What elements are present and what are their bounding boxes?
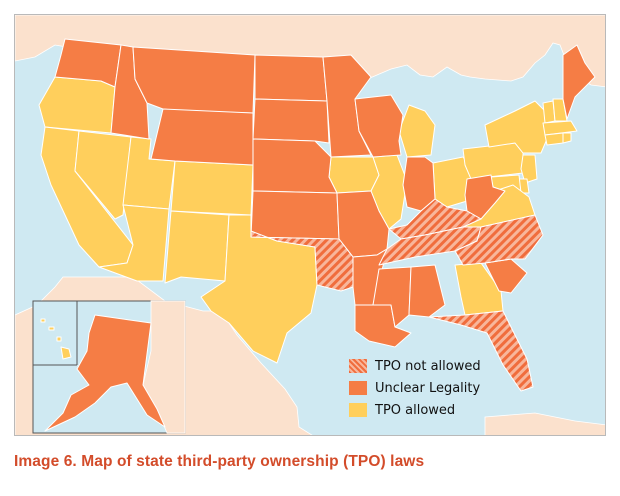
legend-label: TPO allowed	[375, 402, 456, 418]
state-iowa	[328, 156, 380, 194]
legend-item-tpo-allowed: TPO allowed	[349, 401, 545, 419]
state-nevada	[74, 130, 132, 220]
state-maine	[562, 44, 596, 120]
state-florida	[428, 310, 534, 392]
states-unclear-legality	[54, 38, 596, 348]
state-kansas	[250, 190, 340, 240]
legend-swatch-allowed	[349, 403, 367, 417]
figure-caption: Image 6. Map of state third-party owners…	[14, 453, 425, 470]
states-tpo-allowed	[38, 76, 578, 364]
legend-item-tpo-not-allowed: TPO not allowed	[349, 357, 545, 375]
us-states-map	[15, 15, 605, 435]
cuba-land	[484, 412, 605, 435]
inset-box	[32, 300, 186, 434]
states-tpo-not-allowed	[250, 198, 544, 392]
map-frame: TPO not allowed Unclear Legality TPO all…	[14, 14, 606, 436]
legend-item-unclear-legality: Unclear Legality	[349, 379, 545, 397]
legend-label: Unclear Legality	[375, 380, 481, 396]
state-west-virginia	[464, 174, 506, 220]
state-hawaii	[40, 318, 72, 360]
legend-label: TPO not allowed	[375, 358, 481, 374]
state-alabama	[408, 264, 446, 318]
state-new-mexico	[164, 210, 230, 284]
state-north-carolina	[454, 214, 544, 266]
state-wyoming	[150, 108, 254, 166]
state-nebraska	[252, 138, 338, 194]
state-new-york	[484, 100, 548, 154]
state-oregon	[38, 76, 116, 134]
state-montana	[132, 46, 256, 114]
legend-swatch-unclear	[349, 381, 367, 395]
state-oklahoma	[250, 230, 354, 292]
state-arizona	[98, 204, 170, 282]
state-south-dakota	[252, 98, 330, 144]
state-new-jersey	[520, 154, 538, 184]
state-alaska	[44, 314, 166, 432]
state-pennsylvania	[462, 142, 524, 180]
state-rhode-island	[562, 132, 572, 144]
legend: TPO not allowed Unclear Legality TPO all…	[349, 357, 545, 423]
legend-swatch-hatched	[349, 359, 367, 373]
state-massachusetts	[542, 120, 578, 136]
state-north-dakota	[254, 54, 328, 102]
state-wisconsin	[354, 94, 404, 158]
state-colorado	[170, 160, 254, 216]
state-connecticut	[544, 132, 564, 146]
